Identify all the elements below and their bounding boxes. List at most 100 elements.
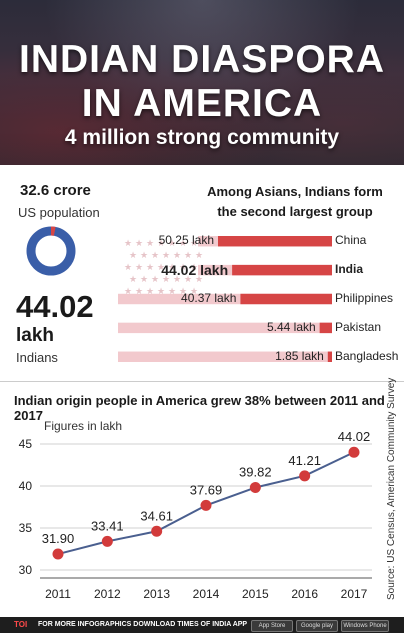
flag-star: ★	[190, 238, 198, 248]
flag-star: ★	[184, 274, 192, 284]
x-tick-label: 2013	[143, 587, 170, 601]
flag-star: ★	[184, 250, 192, 260]
section-divider	[0, 381, 404, 382]
y-tick-label: 45	[19, 437, 33, 451]
flag-star: ★	[195, 274, 203, 284]
flag-star: ★	[140, 250, 148, 260]
y-tick-label: 35	[19, 521, 33, 535]
google-play-badge[interactable]: Google play	[296, 620, 338, 632]
flag-star: ★	[173, 274, 181, 284]
flag-star: ★	[173, 250, 181, 260]
flag-star: ★	[135, 262, 143, 272]
toi-logo: TOI	[14, 620, 28, 629]
bar-value-label: 44.02 lakh	[161, 262, 229, 279]
bar-pakistan	[319, 322, 332, 334]
flag-star: ★	[168, 238, 176, 248]
flag-star: ★	[135, 238, 143, 248]
flag-star: ★	[135, 286, 143, 296]
flag-stripe	[118, 351, 332, 362]
bar-value-label: 5.44 lakh	[266, 319, 316, 334]
app-store-badge[interactable]: App Store	[251, 620, 293, 632]
y-tick-label: 30	[19, 563, 33, 577]
bar-value-label: 40.37 lakh	[181, 291, 237, 305]
bar-india	[232, 264, 332, 276]
flag-star: ★	[179, 286, 187, 296]
data-point	[52, 548, 64, 560]
data-label: 33.41	[91, 518, 124, 533]
country-label: Bangladesh	[335, 348, 399, 363]
data-label: 34.61	[140, 508, 173, 523]
flag-star: ★	[146, 262, 154, 272]
data-point	[299, 470, 311, 482]
flag-stripe	[118, 322, 332, 334]
flag-canton	[118, 234, 198, 296]
data-point	[200, 499, 212, 511]
flag-star: ★	[162, 274, 170, 284]
x-tick-label: 2011	[45, 587, 71, 601]
flag-star: ★	[129, 274, 137, 284]
title-line-2: IN AMERICA	[81, 82, 323, 125]
footer-message: FOR MORE INFOGRAPHICS DOWNLOAD TIMES OF …	[38, 621, 248, 628]
country-label: Philippines	[335, 291, 394, 305]
data-label: 37.69	[190, 482, 223, 497]
flag-stripe	[118, 293, 332, 305]
flag-star: ★	[168, 286, 176, 296]
flag-star: ★	[129, 250, 137, 260]
bar-value-label: 1.85 lakh	[275, 348, 324, 363]
flag-star: ★	[151, 250, 159, 260]
flag-star: ★	[179, 262, 187, 272]
flag-star: ★	[190, 286, 198, 296]
source-note: Source: US Census, American Community Su…	[386, 377, 397, 600]
x-tick-label: 2017	[341, 587, 368, 601]
flag-star: ★	[190, 262, 198, 272]
x-tick-label: 2012	[94, 587, 121, 601]
bar-bangladesh	[327, 351, 332, 362]
indians-unit: lakh	[16, 325, 55, 346]
crowd-photo-background	[0, 0, 404, 165]
title-line-1: INDIAN DIASPORA	[18, 38, 386, 81]
us-population-label: US population	[18, 205, 100, 220]
data-point	[249, 482, 261, 494]
x-tick-label: 2015	[242, 587, 269, 601]
bar-china	[218, 236, 332, 247]
flag-star: ★	[195, 250, 203, 260]
donut-ring	[26, 226, 76, 276]
flag-star: ★	[146, 238, 154, 248]
data-label: 41.21	[288, 453, 321, 468]
footer-bar: TOI FOR MORE INFOGRAPHICS DOWNLOAD TIMES…	[0, 617, 404, 633]
flag-star: ★	[124, 262, 132, 272]
country-label: Pakistan	[335, 319, 382, 334]
asians-heading: Among Asians, Indians form the second la…	[190, 182, 400, 222]
country-label: China	[335, 233, 367, 248]
bar-value-label: 50.25 lakh	[158, 233, 214, 248]
asians-heading-line-1: Among Asians, Indians form	[207, 184, 383, 199]
flag-star: ★	[151, 274, 159, 284]
country-label: India	[335, 262, 364, 277]
asians-heading-line-2: the second largest group	[217, 204, 373, 219]
flag-star: ★	[124, 238, 132, 248]
line-chart-unit: Figures in lakh	[44, 419, 123, 433]
indians-value: 44.02	[16, 289, 94, 324]
flag-star: ★	[157, 238, 165, 248]
bar-philippines	[240, 293, 332, 305]
flag-star: ★	[157, 262, 165, 272]
data-label: 44.02	[338, 430, 371, 444]
us-population-value: 32.6 crore	[20, 182, 91, 199]
flag-star: ★	[162, 250, 170, 260]
indians-label: Indians	[16, 350, 58, 365]
x-tick-label: 2016	[291, 587, 318, 601]
flag-star: ★	[168, 262, 176, 272]
data-label: 39.82	[239, 465, 272, 480]
data-point	[348, 446, 360, 458]
windows-phone-badge[interactable]: Windows Phone	[341, 620, 389, 632]
x-tick-label: 2014	[193, 587, 220, 601]
data-point	[151, 525, 163, 537]
data-point	[101, 535, 113, 547]
flag-star: ★	[157, 286, 165, 296]
line-chart-title: Indian origin people in America grew 38%…	[14, 393, 385, 423]
flag-star: ★	[179, 238, 187, 248]
flag-star: ★	[124, 286, 132, 296]
us-flag-bar-chart: ★ ★ ★ ★ ★ ★ ★★ ★ ★ ★ ★ ★ ★★ ★ ★ ★ ★ ★ ★★ ★ ★ ★ ★ ★ ★★ ★ ★ ★ ★ ★ ★	[118, 234, 332, 362]
subtitle: 4 million strong community	[64, 126, 340, 149]
data-label: 31.90	[42, 531, 75, 546]
